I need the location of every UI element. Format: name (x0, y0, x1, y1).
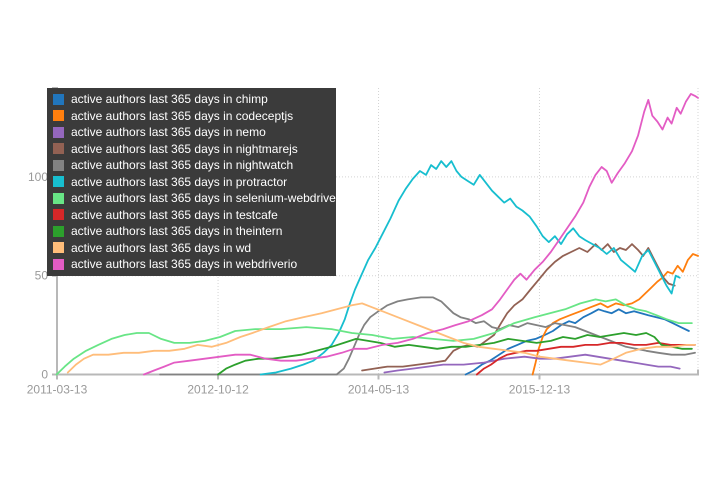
series-line-selenium-webdriver[interactable] (55, 298, 693, 376)
legend-label: active authors last 365 days in protract… (71, 174, 288, 189)
legend-label: active authors last 365 days in webdrive… (71, 257, 298, 271)
legend-swatch-nightmarejs (53, 143, 64, 155)
series-line-theintern[interactable] (217, 332, 693, 376)
legend-label: active authors last 365 days in codecept… (71, 108, 294, 123)
legend-swatch-protractor (53, 176, 64, 188)
series-line-webdriverio[interactable] (142, 93, 699, 376)
series-line-testcafe[interactable] (475, 341, 696, 376)
legend-label: active authors last 365 days in selenium… (71, 191, 340, 205)
x-tick-label: 2012-10-12 (187, 383, 249, 397)
legend-item-wd[interactable]: active authors last 365 days in wd (47, 240, 336, 257)
series-line-wd[interactable] (66, 302, 696, 374)
legend-item-nightwatch[interactable]: active authors last 365 days in nightwat… (47, 157, 336, 174)
legend-item-codeceptjs[interactable]: active authors last 365 days in codecept… (47, 108, 336, 125)
y-tick-label: 50 (35, 269, 49, 283)
legend-swatch-webdriverio (53, 258, 64, 270)
legend-item-theintern[interactable]: active authors last 365 days in theinter… (47, 223, 336, 240)
x-tick-label: 2014-05-13 (348, 383, 410, 397)
legend-item-selenium-webdriver[interactable]: active authors last 365 days in selenium… (47, 190, 340, 207)
series-line-protractor[interactable] (259, 160, 681, 376)
legend-swatch-nightwatch (53, 159, 64, 171)
legend-swatch-chimp (53, 93, 64, 105)
chart-legend: active authors last 365 days in chimp ac… (47, 88, 340, 276)
y-tick-label: 100 (28, 170, 48, 184)
legend-label: active authors last 365 days in nemo (71, 125, 266, 139)
legend-label: active authors last 365 days in nightwat… (71, 158, 294, 172)
legend-item-protractor[interactable]: active authors last 365 days in protract… (47, 174, 336, 191)
legend-swatch-nemo (53, 126, 64, 138)
x-tick-label: 2015-12-13 (509, 383, 571, 397)
legend-item-chimp[interactable]: active authors last 365 days in chimp (47, 91, 336, 108)
legend-label: active authors last 365 days in chimp (71, 92, 268, 106)
legend-label: active authors last 365 days in nightmar… (71, 141, 298, 156)
y-tick-label: 0 (41, 368, 48, 382)
legend-item-nemo[interactable]: active authors last 365 days in nemo (47, 124, 336, 141)
legend-item-testcafe[interactable]: active authors last 365 days in testcafe (47, 207, 336, 224)
series-line-nightmarejs[interactable] (361, 243, 676, 372)
legend-label: active authors last 365 days in wd (71, 240, 252, 255)
legend-swatch-testcafe (53, 209, 64, 221)
legend-swatch-theintern (53, 225, 64, 237)
legend-swatch-codeceptjs (53, 110, 64, 122)
legend-label: active authors last 365 days in testcafe (71, 207, 278, 222)
series-line-codeceptjs[interactable] (531, 253, 699, 376)
legend-swatch-selenium-webdriver (53, 192, 64, 204)
legend-swatch-wd (53, 242, 64, 254)
legend-item-webdriverio[interactable]: active authors last 365 days in webdrive… (47, 256, 336, 273)
x-tick-label: 2011-03-13 (27, 383, 88, 397)
legend-label: active authors last 365 days in theinter… (71, 224, 283, 238)
legend-item-nightmarejs[interactable]: active authors last 365 days in nightmar… (47, 141, 336, 158)
